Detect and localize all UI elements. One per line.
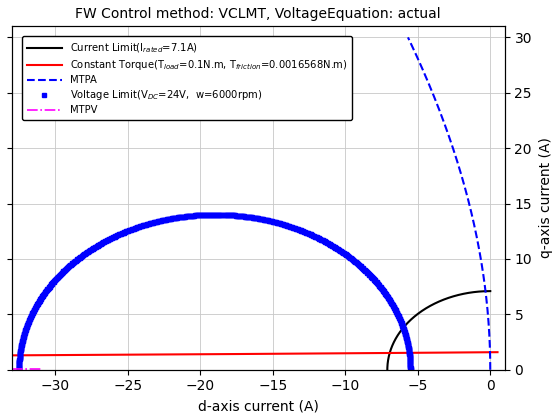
X-axis label: d-axis current (A): d-axis current (A): [198, 399, 319, 413]
MTPV: [26, 366, 32, 371]
Constant Torque(T$_{load}$=0.1N.m, T$_{friction}$=0.0016568N.m): [58, 352, 65, 357]
Constant Torque(T$_{load}$=0.1N.m, T$_{friction}$=0.0016568N.m): [205, 352, 212, 357]
MTPV: [37, 366, 44, 371]
MTPV: [32, 366, 39, 371]
Voltage Limit(V$_{DC}$=24V,  w=6000rpm): [241, 214, 248, 219]
MTPV: [15, 366, 21, 371]
MTPV: [18, 366, 25, 371]
MTPV: [27, 366, 34, 371]
MTPV: [13, 366, 20, 371]
MTPV: [12, 366, 18, 371]
MTPV: [26, 366, 33, 371]
MTPV: [35, 366, 41, 371]
MTPV: [16, 366, 23, 371]
Constant Torque(T$_{load}$=0.1N.m, T$_{friction}$=0.0016568N.m): [8, 353, 15, 358]
MTPV: [19, 366, 26, 371]
MTPV: [24, 366, 31, 371]
Voltage Limit(V$_{DC}$=24V,  w=6000rpm): [71, 259, 78, 264]
Constant Torque(T$_{load}$=0.1N.m, T$_{friction}$=0.0016568N.m): [396, 350, 403, 355]
Legend: Current Limit(I$_{rated}$=7.1A), Constant Torque(T$_{load}$=0.1N.m, T$_{friction: Current Limit(I$_{rated}$=7.1A), Constan…: [22, 37, 352, 120]
MTPA: [436, 108, 443, 113]
MTPV: [9, 366, 16, 371]
MTPV: [17, 366, 24, 371]
Constant Torque(T$_{load}$=0.1N.m, T$_{friction}$=0.0016568N.m): [494, 350, 501, 355]
Line: MTPA: MTPA: [408, 37, 490, 370]
MTPV: [35, 366, 42, 371]
MTPV: [33, 366, 40, 371]
MTPV: [15, 366, 22, 371]
MTPA: [473, 233, 480, 238]
MTPV: [31, 366, 38, 371]
Line: Constant Torque(T$_{load}$=0.1N.m, T$_{friction}$=0.0016568N.m): Constant Torque(T$_{load}$=0.1N.m, T$_{f…: [12, 352, 497, 355]
Constant Torque(T$_{load}$=0.1N.m, T$_{friction}$=0.0016568N.m): [342, 351, 349, 356]
Current Limit(I$_{rated}$=7.1A): [436, 299, 443, 304]
MTPV: [36, 366, 43, 371]
MTPV: [8, 366, 15, 371]
Voltage Limit(V$_{DC}$=24V,  w=6000rpm): [16, 367, 22, 372]
MTPV: [11, 366, 18, 371]
MTPA: [487, 367, 493, 372]
Current Limit(I$_{rated}$=7.1A): [384, 367, 391, 372]
MTPV: [27, 366, 34, 371]
Current Limit(I$_{rated}$=7.1A): [401, 324, 408, 329]
MTPV: [29, 366, 36, 371]
MTPA: [434, 102, 441, 107]
MTPV: [38, 366, 44, 371]
MTPV: [20, 366, 27, 371]
MTPV: [21, 366, 28, 371]
MTPV: [28, 366, 35, 371]
MTPV: [10, 366, 16, 371]
Constant Torque(T$_{load}$=0.1N.m, T$_{friction}$=0.0016568N.m): [387, 350, 394, 355]
Voltage Limit(V$_{DC}$=24V,  w=6000rpm): [112, 234, 119, 239]
Current Limit(I$_{rated}$=7.1A): [427, 303, 433, 308]
MTPV: [30, 366, 37, 371]
MTPV: [29, 366, 35, 371]
MTPA: [470, 221, 477, 226]
Current Limit(I$_{rated}$=7.1A): [468, 290, 474, 295]
Current Limit(I$_{rated}$=7.1A): [393, 334, 400, 339]
MTPA: [447, 139, 454, 144]
MTPV: [30, 366, 36, 371]
MTPV: [10, 366, 17, 371]
Line: Voltage Limit(V$_{DC}$=24V,  w=6000rpm): Voltage Limit(V$_{DC}$=24V, w=6000rpm): [17, 213, 412, 372]
MTPV: [16, 366, 22, 371]
MTPV: [12, 366, 19, 371]
Title: FW Control method: VCLMT, VoltageEquation: actual: FW Control method: VCLMT, VoltageEquatio…: [76, 7, 441, 21]
Voltage Limit(V$_{DC}$=24V,  w=6000rpm): [377, 285, 384, 290]
MTPV: [32, 366, 39, 371]
MTPV: [25, 366, 31, 371]
MTPV: [17, 366, 24, 371]
MTPV: [36, 366, 43, 371]
MTPV: [25, 366, 32, 371]
MTPA: [486, 333, 493, 339]
MTPV: [21, 366, 27, 371]
MTPV: [20, 366, 26, 371]
Y-axis label: q-axis current (A): q-axis current (A): [539, 138, 553, 258]
MTPV: [31, 366, 38, 371]
Constant Torque(T$_{load}$=0.1N.m, T$_{friction}$=0.0016568N.m): [222, 352, 229, 357]
Voltage Limit(V$_{DC}$=24V,  w=6000rpm): [156, 218, 163, 223]
Voltage Limit(V$_{DC}$=24V,  w=6000rpm): [347, 255, 353, 260]
MTPV: [22, 366, 29, 371]
MTPV: [14, 366, 21, 371]
MTPV: [24, 366, 30, 371]
MTPA: [404, 35, 411, 40]
MTPV: [11, 366, 17, 371]
Voltage Limit(V$_{DC}$=24V,  w=6000rpm): [212, 212, 218, 217]
MTPV: [34, 366, 41, 371]
MTPV: [18, 366, 25, 371]
Line: Current Limit(I$_{rated}$=7.1A): Current Limit(I$_{rated}$=7.1A): [388, 291, 490, 370]
Voltage Limit(V$_{DC}$=24V,  w=6000rpm): [407, 367, 414, 372]
Current Limit(I$_{rated}$=7.1A): [394, 334, 400, 339]
MTPV: [22, 366, 29, 371]
Current Limit(I$_{rated}$=7.1A): [487, 289, 493, 294]
